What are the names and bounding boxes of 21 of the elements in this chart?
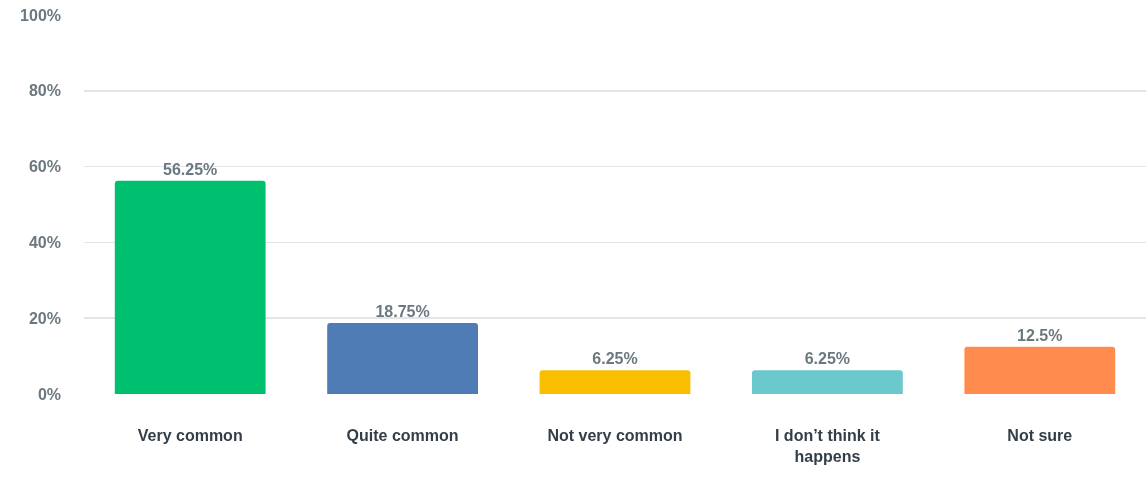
data-label: 6.25% bbox=[804, 350, 851, 368]
bar bbox=[327, 322, 478, 394]
data-label: 56.25% bbox=[163, 160, 218, 178]
data-label: 18.75% bbox=[375, 302, 430, 320]
y-tick-label: 40% bbox=[28, 234, 61, 251]
bar bbox=[964, 346, 1116, 394]
bar bbox=[539, 370, 691, 394]
bar bbox=[752, 370, 903, 394]
y-tick-label: 100% bbox=[20, 6, 61, 24]
x-tick-label: I don’t think it happens bbox=[774, 427, 881, 465]
bar bbox=[114, 180, 266, 394]
x-tick-label: Very common bbox=[137, 427, 243, 444]
x-tick-label: Quite common bbox=[346, 427, 459, 444]
x-tick-label: Not very common bbox=[547, 427, 683, 444]
data-label: 6.25% bbox=[592, 350, 638, 368]
data-label: 12.5% bbox=[1017, 326, 1063, 344]
y-tick-label: 80% bbox=[28, 82, 61, 100]
x-tick-label: Not sure bbox=[1007, 427, 1073, 444]
y-tick-label: 20% bbox=[28, 309, 61, 327]
y-tick-label: 0% bbox=[37, 385, 61, 403]
y-tick-label: 60% bbox=[28, 158, 61, 176]
